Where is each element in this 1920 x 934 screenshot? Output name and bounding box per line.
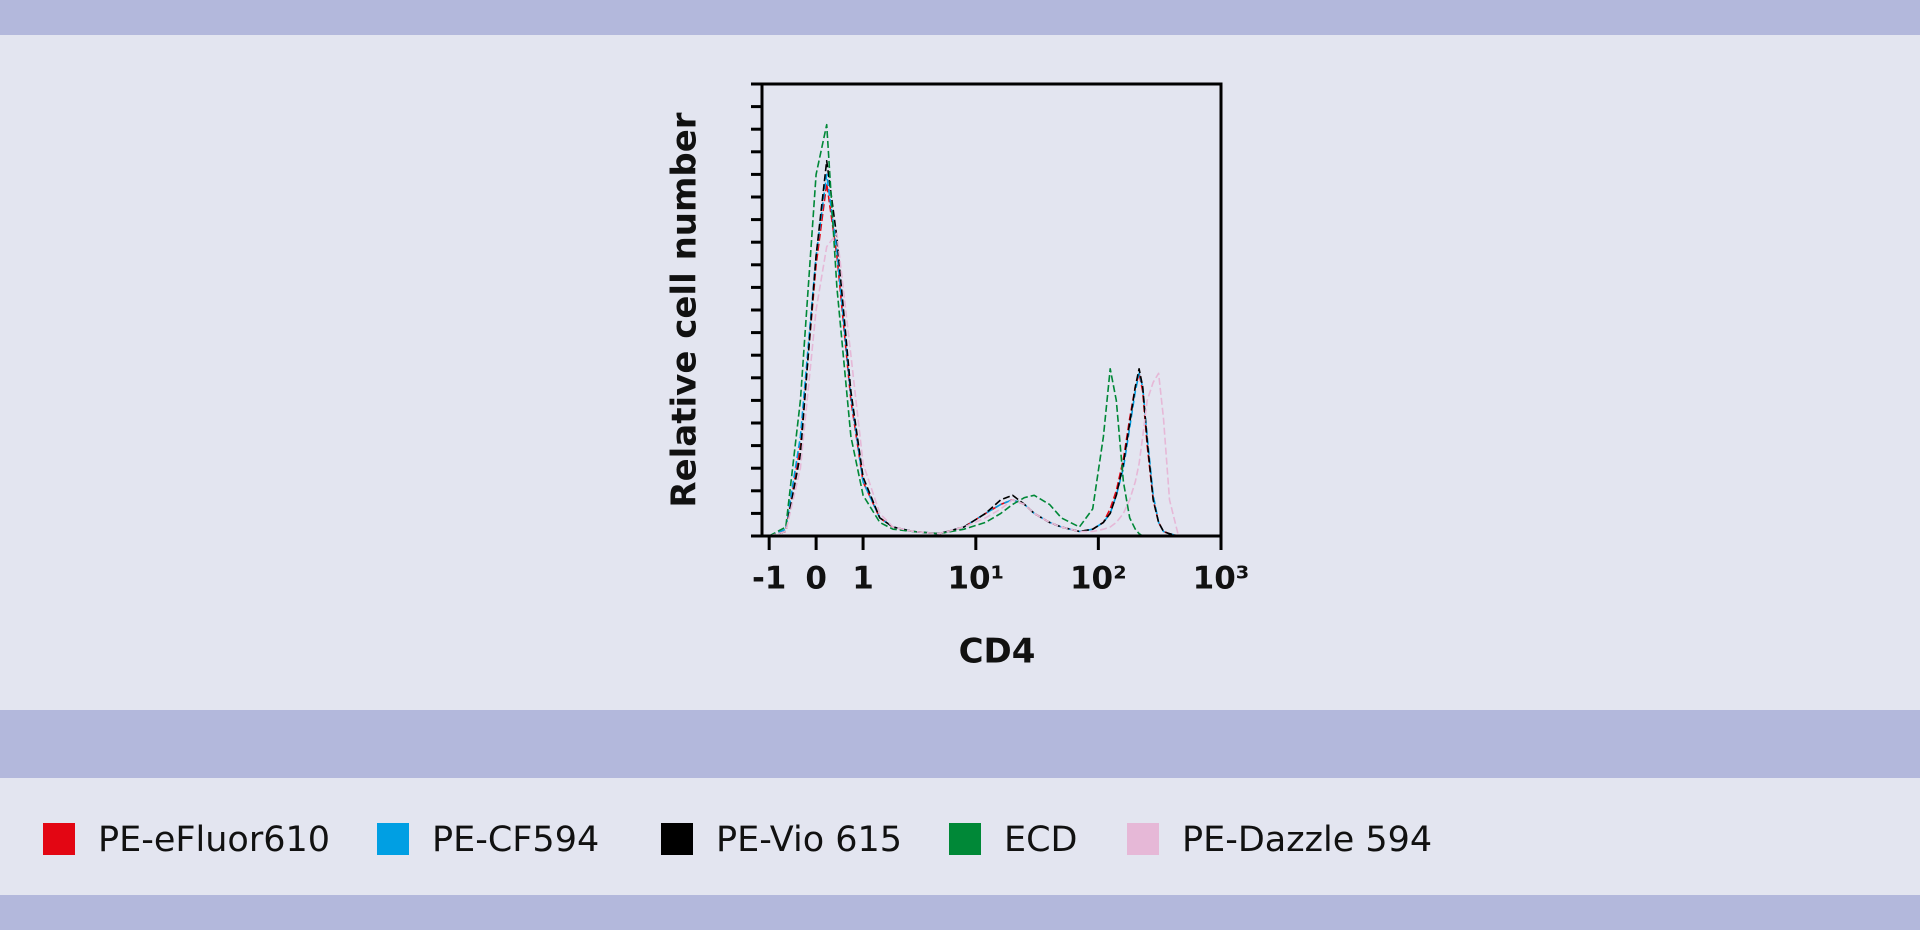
x-axis-title: CD4 — [959, 632, 1036, 672]
series-line — [768, 160, 1179, 537]
x-tick-label: 10¹ — [947, 561, 1004, 597]
legend-label: PE-eFluor610 — [98, 820, 330, 860]
legend-swatch — [949, 823, 981, 855]
middle-band — [0, 710, 1920, 778]
y-axis-title: Relative cell number — [665, 112, 705, 507]
legend-swatch — [43, 823, 75, 855]
x-tick-label: 1 — [852, 561, 874, 597]
legend-swatch — [377, 823, 409, 855]
legend-label: PE-Vio 615 — [716, 820, 902, 860]
plot-frame — [760, 82, 1223, 538]
top-band — [0, 0, 1920, 35]
x-tick-label: 10³ — [1193, 561, 1250, 597]
series-line — [768, 232, 1180, 537]
bottom-band — [0, 895, 1920, 930]
x-tick-label: 10² — [1070, 561, 1127, 597]
series-line — [768, 123, 1179, 537]
x-tick-label: 0 — [805, 561, 827, 597]
legend-swatch — [1127, 823, 1159, 855]
legend-swatch — [661, 823, 693, 855]
legend-label: PE-Dazzle 594 — [1182, 820, 1432, 860]
legend-label: ECD — [1004, 820, 1078, 860]
legend-label: PE-CF594 — [432, 820, 599, 860]
x-tick-label: -1 — [752, 561, 786, 597]
